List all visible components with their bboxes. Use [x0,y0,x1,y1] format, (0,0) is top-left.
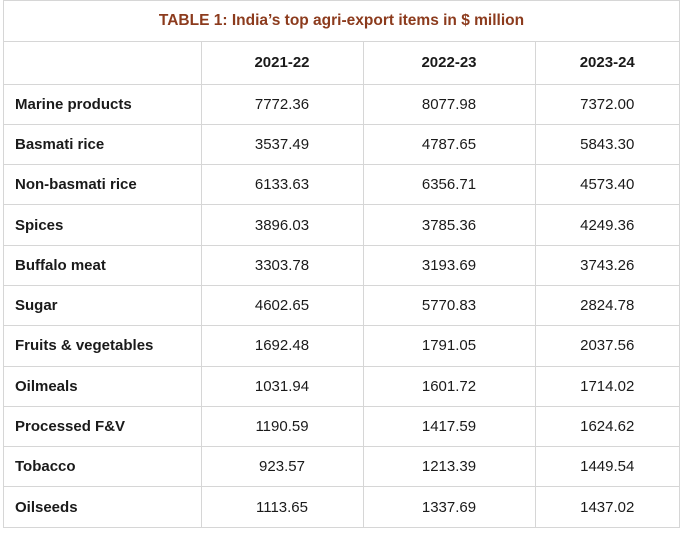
value-cell: 1213.39 [363,446,536,488]
value-cell: 1791.05 [363,325,536,367]
row-label: Non-basmati rice [4,164,202,206]
value-cell: 7772.36 [201,84,364,125]
row-label: Spices [4,204,202,246]
table-row: Non-basmati rice 6133.63 6356.71 4573.40 [4,164,679,206]
value-cell: 1601.72 [363,366,536,407]
value-cell: 1692.48 [201,325,364,367]
value-cell: 3743.26 [535,245,679,286]
data-table: 2021-22 2022-23 2023-24 Marine products 7… [4,42,679,528]
value-cell: 1337.69 [363,486,536,528]
value-cell: 1113.65 [201,486,364,528]
value-cell: 8077.98 [363,84,536,125]
table-row: Sugar 4602.65 5770.83 2824.78 [4,285,679,327]
table-row: Basmati rice 3537.49 4787.65 5843.30 [4,124,679,166]
header-cell-2023-24: 2023-24 [535,42,679,85]
value-cell: 3303.78 [201,245,364,286]
value-cell: 3537.49 [201,124,364,166]
row-label: Oilmeals [4,366,202,407]
row-label: Processed F&V [4,406,202,448]
header-cell-2021-22: 2021-22 [201,42,364,85]
value-cell: 1417.59 [363,406,536,448]
value-cell: 1437.02 [535,486,679,528]
table-row: Processed F&V 1190.59 1417.59 1624.62 [4,406,679,448]
row-label: Tobacco [4,446,202,488]
value-cell: 2824.78 [535,285,679,327]
value-cell: 3785.36 [363,204,536,246]
value-cell: 1190.59 [201,406,364,448]
row-label: Basmati rice [4,124,202,166]
table-row: Fruits & vegetables 1692.48 1791.05 2037.56 [4,325,679,367]
value-cell: 4249.36 [535,204,679,246]
table-body: Marine products 7772.36 8077.98 7372.00 Basm… [4,84,679,528]
header-cell-item [4,42,202,85]
value-cell: 1031.94 [201,366,364,407]
value-cell: 5770.83 [363,285,536,327]
table-row: Marine products 7772.36 8077.98 7372.00 [4,84,679,125]
agri-export-table: TABLE 1: India’s top agri-export items i… [3,0,680,528]
value-cell: 2037.56 [535,325,679,367]
row-label: Buffalo meat [4,245,202,286]
value-cell: 923.57 [201,446,364,488]
value-cell: 6356.71 [363,164,536,206]
value-cell: 7372.00 [535,84,679,125]
value-cell: 4573.40 [535,164,679,206]
value-cell: 4787.65 [363,124,536,166]
row-label: Oilseeds [4,486,202,528]
value-cell: 3896.03 [201,204,364,246]
value-cell: 4602.65 [201,285,364,327]
table-row: Tobacco 923.57 1213.39 1449.54 [4,446,679,488]
row-label: Sugar [4,285,202,327]
header-cell-2022-23: 2022-23 [363,42,536,85]
table-row: Oilmeals 1031.94 1601.72 1714.02 [4,366,679,407]
value-cell: 6133.63 [201,164,364,206]
row-label: Fruits & vegetables [4,325,202,367]
table-caption: TABLE 1: India’s top agri-export items i… [4,1,679,42]
value-cell: 5843.30 [535,124,679,166]
row-label: Marine products [4,84,202,125]
value-cell: 1624.62 [535,406,679,448]
value-cell: 1714.02 [535,366,679,407]
table-row: Oilseeds 1113.65 1337.69 1437.02 [4,486,679,528]
header-row: 2021-22 2022-23 2023-24 [4,42,679,85]
table-row: Spices 3896.03 3785.36 4249.36 [4,204,679,246]
value-cell: 1449.54 [535,446,679,488]
table-row: Buffalo meat 3303.78 3193.69 3743.26 [4,245,679,286]
value-cell: 3193.69 [363,245,536,286]
